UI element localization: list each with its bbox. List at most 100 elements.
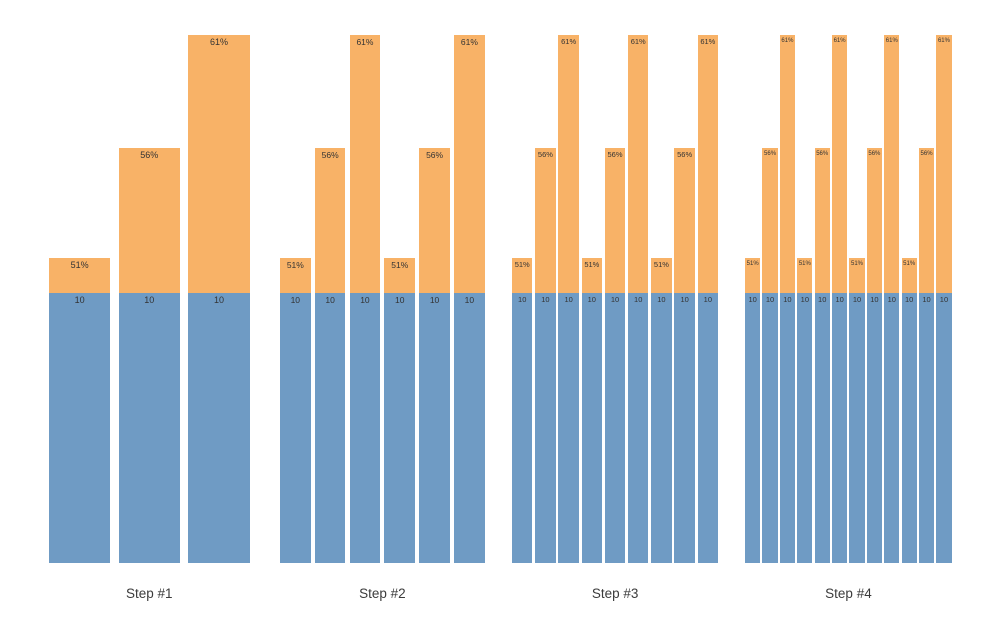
base-segment: 10 [188,293,250,563]
top-segment: 56% [314,148,346,293]
group-axis-label: Step #4 [825,586,872,601]
group-axis-label: Step #3 [591,586,639,601]
top-segment: 51% [280,258,311,293]
value-label: 10 [429,295,440,305]
stacked-bar: 61% 10 [779,35,796,563]
pct-label: 56% [537,150,553,159]
pct-label: 51% [70,260,89,270]
value-label: 10 [905,295,914,304]
top-segment: 56% [762,148,778,293]
pct-label: 51% [850,261,863,267]
value-label: 10 [870,295,879,304]
value-label: 10 [213,295,224,305]
pct-label: 56% [816,151,829,157]
base-segment: 10 [674,293,695,563]
base-segment: 10 [314,293,346,563]
value-label: 10 [144,295,155,305]
pct-label: 61% [460,37,478,47]
stacked-bar: 51% 10 [745,258,761,563]
base-segment: 10 [512,293,533,563]
value-label: 10 [290,295,301,305]
pct-label: 56% [920,151,933,157]
base-segment: 10 [280,293,311,563]
stacked-bar: 61% 10 [936,35,952,563]
pct-label: 56% [868,151,881,157]
pct-label: 61% [630,37,646,46]
group-axis-label: Step #1 [126,586,173,601]
top-segment: 56% [674,148,695,293]
pct-label: 61% [833,38,846,44]
value-label: 10 [74,295,85,305]
top-segment: 56% [814,148,830,293]
group-axis-label: Step #2 [359,586,406,601]
top-segment: 51% [745,258,761,293]
value-label: 10 [518,295,527,304]
pct-label: 61% [356,37,374,47]
value-label: 10 [939,295,949,304]
stacked-bar: 56% 10 [762,148,778,563]
top-segment: 56% [866,148,883,293]
stacked-bar: 51% 10 [651,258,672,563]
top-segment: 56% [535,148,556,293]
value-label: 10 [634,295,643,304]
value-label: 10 [657,295,666,304]
top-segment: 61% [697,35,719,293]
top-segment: 61% [558,35,579,293]
stacked-bar: 61% 10 [349,35,381,563]
top-segment: 61% [628,35,649,293]
stacked-bar: 61% 10 [454,35,485,563]
pct-label: 61% [937,38,950,44]
stacked-bar: 56% 10 [535,148,556,563]
base-segment: 10 [419,293,450,563]
stacked-bar: 56% 10 [118,148,180,563]
stacked-bar: 51% 10 [512,258,533,563]
base-segment: 10 [901,293,917,563]
pct-label: 56% [607,150,623,159]
base-segment: 10 [745,293,761,563]
pct-label: 51% [903,261,916,267]
pct-label: 51% [286,260,304,270]
pct-label: 51% [391,260,409,270]
top-segment: 51% [581,258,603,293]
pct-label: 61% [700,37,716,46]
value-label: 10 [464,295,475,305]
base-segment: 10 [651,293,672,563]
base-segment: 10 [118,293,180,563]
top-segment: 51% [849,258,865,293]
stacked-bar: 61% 10 [558,35,579,563]
pct-label: 51% [798,261,811,267]
stacked-bar: 56% 10 [674,148,695,563]
top-segment: 61% [454,35,485,293]
pct-label: 56% [426,150,444,160]
base-segment: 10 [814,293,830,563]
base-segment: 10 [384,293,416,563]
base-segment: 10 [581,293,603,563]
value-label: 10 [680,295,689,304]
base-segment: 10 [762,293,778,563]
base-segment: 10 [697,293,719,563]
value-label: 10 [610,295,620,304]
value-label: 10 [748,295,757,304]
base-segment: 10 [884,293,900,563]
stacked-bar: 61% 10 [697,35,719,563]
base-segment: 10 [558,293,579,563]
stacked-bar: 56% 10 [814,148,830,563]
value-label: 10 [325,295,335,305]
stacked-bar: 61% 10 [188,35,250,563]
base-segment: 10 [936,293,952,563]
base-segment: 10 [849,293,865,563]
top-segment: 61% [831,35,848,293]
top-segment: 51% [512,258,533,293]
value-label: 10 [703,295,712,304]
top-segment: 61% [349,35,381,293]
top-segment: 61% [188,35,250,293]
stacked-bar: 61% 10 [884,35,900,563]
top-segment: 56% [419,148,450,293]
stacked-bar: 51% 10 [797,258,813,563]
stacked-bar: 61% 10 [831,35,848,563]
top-segment: 56% [604,148,626,293]
stacked-bar: 51% 10 [581,258,603,563]
top-segment: 61% [884,35,900,293]
pct-label: 61% [561,37,577,46]
